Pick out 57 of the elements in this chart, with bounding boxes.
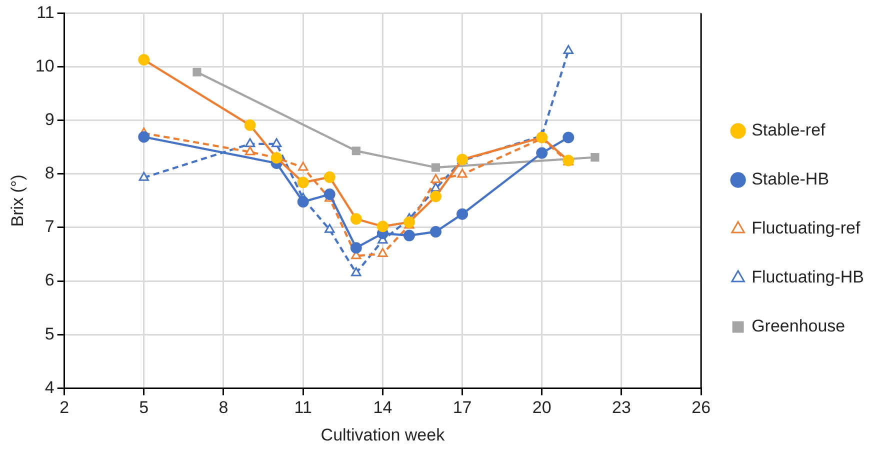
point xyxy=(562,132,574,144)
point xyxy=(192,68,202,76)
x-tick-label: 14 xyxy=(373,398,392,418)
y-tick-label: 11 xyxy=(36,2,54,22)
legend-label: Fluctuating-HB xyxy=(752,268,864,287)
point xyxy=(244,138,256,148)
x-tick-label: 17 xyxy=(452,398,472,418)
x-tick-label: 2 xyxy=(60,398,70,418)
legend-label: Stable-ref xyxy=(752,120,826,140)
x-tick-label: 5 xyxy=(139,398,149,418)
point xyxy=(590,153,600,162)
point xyxy=(297,196,309,208)
point xyxy=(431,163,440,172)
point xyxy=(324,224,335,233)
x-tick-label: 8 xyxy=(218,398,228,418)
legend-label: Stable-HB xyxy=(752,170,830,189)
point xyxy=(138,172,149,181)
point xyxy=(270,152,282,164)
point xyxy=(350,213,362,225)
point xyxy=(378,248,388,257)
point xyxy=(430,174,441,184)
point xyxy=(430,226,442,238)
point xyxy=(297,176,309,188)
y-tick-label: 9 xyxy=(44,110,54,130)
y-axis-title: Brix (°) xyxy=(8,174,27,227)
point xyxy=(350,242,362,254)
point xyxy=(138,54,150,66)
y-tick-label: 8 xyxy=(44,164,54,183)
point xyxy=(403,216,415,228)
x-tick-label: 23 xyxy=(612,398,631,418)
x-axis-title: Cultivation week xyxy=(320,425,446,444)
point xyxy=(430,190,442,202)
x-tick-label: 26 xyxy=(692,398,711,418)
y-tick-label: 5 xyxy=(44,324,54,344)
y-tick-label: 4 xyxy=(44,378,54,397)
point xyxy=(324,171,336,183)
x-tick-label: 11 xyxy=(294,398,312,418)
y-tick-label: 10 xyxy=(35,56,54,76)
point xyxy=(403,230,415,242)
point xyxy=(298,162,308,171)
point xyxy=(376,220,388,232)
point xyxy=(536,147,548,159)
point xyxy=(563,44,574,54)
point xyxy=(244,119,256,131)
point xyxy=(457,168,468,178)
point xyxy=(271,138,282,148)
point xyxy=(352,146,360,156)
legend-label: Fluctuating-ref xyxy=(752,218,860,238)
point xyxy=(456,208,468,220)
point xyxy=(244,146,256,156)
point xyxy=(324,188,336,200)
y-tick-label: 7 xyxy=(44,217,54,236)
point xyxy=(351,267,362,276)
legend-label: Greenhouse xyxy=(752,316,846,336)
y-tick-label: 6 xyxy=(44,270,54,290)
x-tick-label: 20 xyxy=(532,398,552,418)
point xyxy=(138,131,150,143)
